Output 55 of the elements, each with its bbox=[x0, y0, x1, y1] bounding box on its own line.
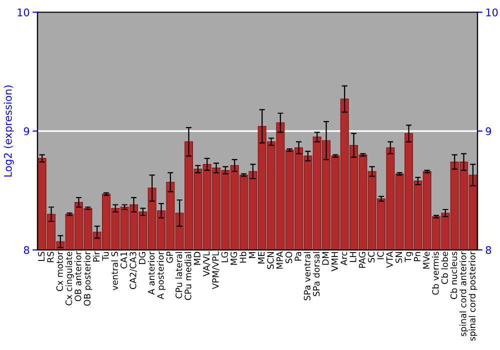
x-tick-label: CPu lateral bbox=[175, 252, 182, 298]
x-tick-label: Hb bbox=[240, 252, 246, 263]
x-tick-label: Pir bbox=[92, 251, 100, 262]
x-tick-label: SPa dorsal bbox=[312, 252, 320, 296]
x-tick-label: ventral S bbox=[111, 252, 118, 290]
x-tick-label: A posterior bbox=[157, 251, 166, 300]
x-tick-label: Cb lobe bbox=[441, 252, 448, 284]
x-tick-label: OB anterior bbox=[74, 251, 82, 302]
x-tick-label: CA2/CA3 bbox=[130, 252, 137, 290]
x-tick-label: SCN bbox=[267, 252, 274, 269]
x-tick-label: Cb vermis bbox=[432, 252, 439, 295]
y-tick-label: 10 bbox=[18, 8, 30, 16]
x-tick-label: ME bbox=[258, 252, 264, 264]
x-tick-label: VPM/VPL bbox=[212, 251, 220, 290]
x-tick-label: Pa bbox=[294, 252, 302, 261]
y-tick-label: 9 bbox=[24, 127, 30, 136]
x-tick-label: RS bbox=[47, 252, 54, 262]
x-tick-label: VMH bbox=[331, 252, 338, 272]
x-tick-label: LH bbox=[350, 252, 356, 262]
x-tick-label: Cx cingulate bbox=[65, 252, 74, 306]
x-tick-label: CA1 bbox=[120, 252, 128, 268]
x-tick-label: LS bbox=[38, 252, 45, 261]
x-tick-label: OB posterior bbox=[84, 251, 92, 306]
x-tick-label: Tu bbox=[102, 252, 109, 261]
x-tick-label: MPA bbox=[276, 251, 283, 269]
x-tick-label: SO bbox=[286, 252, 292, 264]
x-tick-label: PAG bbox=[358, 252, 366, 268]
x-tick-label: spinal cord anterior bbox=[460, 251, 468, 336]
x-tick-label: LG bbox=[221, 252, 228, 262]
x-tick-label: IC bbox=[377, 252, 384, 260]
y2-tick-label: 9 bbox=[486, 127, 492, 136]
x-tick-label: VTA bbox=[386, 251, 393, 268]
y2-tick-label: 10 bbox=[486, 8, 498, 16]
x-tick-label: SPa ventral bbox=[304, 252, 310, 300]
x-tick-label: GP bbox=[166, 252, 173, 263]
y-axis-title: Log2 (expression) bbox=[4, 86, 14, 176]
y-tick-label: 8 bbox=[24, 246, 30, 254]
x-tick-label: MG bbox=[230, 252, 238, 265]
x-tick-label: DG bbox=[138, 252, 146, 264]
y2-tick-label: 8 bbox=[486, 246, 492, 254]
x-tick-label: MD bbox=[194, 252, 200, 265]
x-tick-label: Cx motor bbox=[56, 251, 63, 292]
x-tick-label: spinal cord posterior bbox=[468, 251, 478, 341]
x-tick-label: SC bbox=[368, 252, 375, 262]
x-tick-label: DM bbox=[322, 252, 329, 265]
x-tick-label: Arc bbox=[340, 252, 348, 266]
x-tick-label: VA/VL bbox=[203, 251, 210, 276]
x-tick-label: Pn bbox=[414, 252, 420, 262]
x-tick-label: A anterior bbox=[148, 251, 155, 295]
x-tick-label: MVe bbox=[423, 252, 430, 269]
x-tick-label: CPu medial bbox=[184, 252, 192, 300]
x-tick-label: SN bbox=[396, 252, 402, 263]
x-tick-label: Cb nucleus bbox=[450, 252, 458, 300]
x-tick-label: Tg bbox=[404, 252, 413, 262]
x-tick-label: M bbox=[248, 252, 256, 258]
